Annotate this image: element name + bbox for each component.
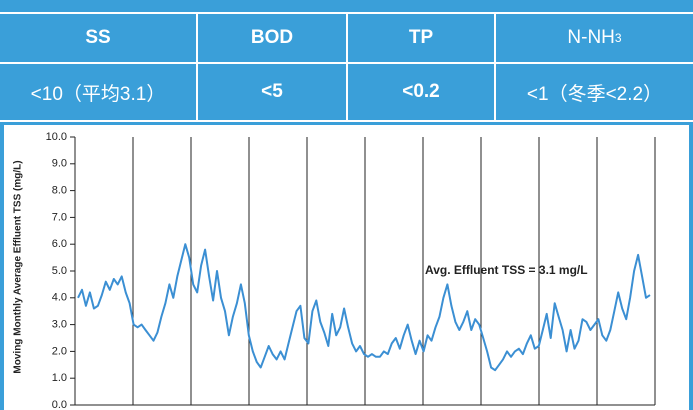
header-cell: BOD <box>250 27 294 48</box>
y-tick-label: 9.0 <box>52 158 67 170</box>
header-cell: N-NH 3 <box>496 14 693 62</box>
table-border <box>494 12 496 122</box>
y-tick-label: 0.0 <box>52 399 67 410</box>
table-cell: <5 <box>261 81 283 102</box>
table-cell: <0.2 <box>402 81 440 102</box>
table-border <box>346 12 348 122</box>
y-tick-label: 7.0 <box>52 211 67 223</box>
y-tick-label: 2.0 <box>52 345 67 357</box>
table-cell: <1（冬季<2.2） <box>526 83 663 105</box>
annotation: Avg. Effluent TSS = 3.1 mg/L <box>425 263 588 277</box>
header-cell: SS <box>85 27 111 48</box>
table-border <box>196 12 198 122</box>
chart: Moving Monthly Average Effluent TSS (mg/… <box>4 125 689 410</box>
y-tick-label: 4.0 <box>52 292 67 304</box>
y-axis-label: Moving Monthly Average Effluent TSS (mg/… <box>13 160 24 373</box>
header-subscript: 3 <box>614 31 622 45</box>
table-cell: <10（平均3.1） <box>30 83 166 105</box>
y-tick-label: 1.0 <box>52 372 67 384</box>
y-tick-label: 6.0 <box>52 238 67 250</box>
header-text: N-NH <box>567 27 615 48</box>
y-tick-label: 10.0 <box>46 131 67 143</box>
header-cell: TP <box>408 27 434 48</box>
y-tick-label: 8.0 <box>52 185 67 197</box>
y-tick-label: 5.0 <box>52 265 67 277</box>
y-tick-label: 3.0 <box>52 319 67 331</box>
data-line <box>77 243 651 372</box>
